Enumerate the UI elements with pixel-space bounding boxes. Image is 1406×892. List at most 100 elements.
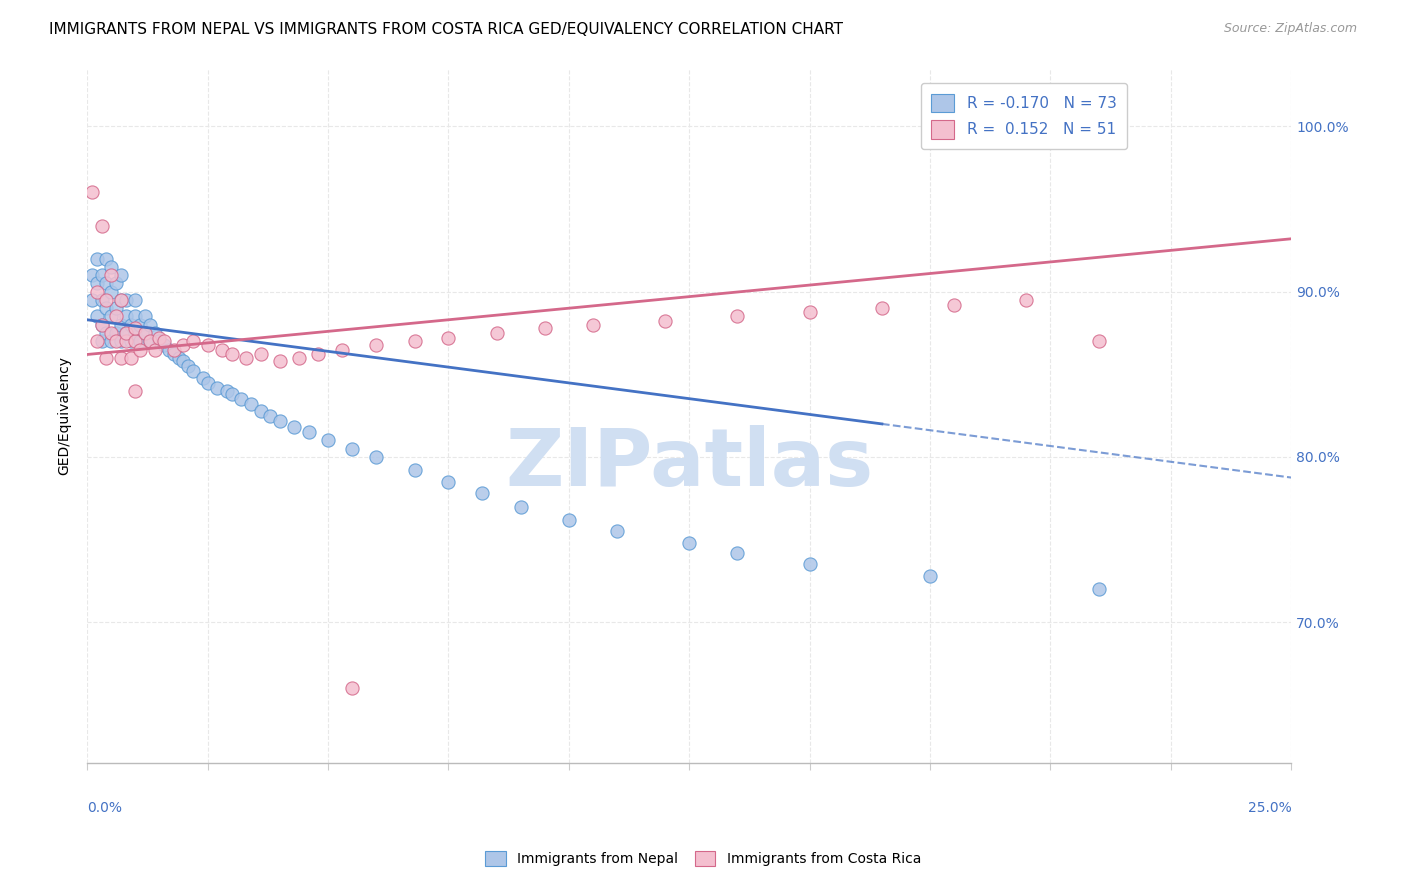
Point: [1087, 334, 1109, 349]
Text: 0.0%: 0.0%: [87, 801, 122, 815]
Point: [288, 351, 311, 365]
Point: [124, 321, 146, 335]
Point: [124, 310, 146, 324]
Point: [654, 314, 676, 328]
Point: [86, 285, 108, 299]
Point: [100, 326, 122, 340]
Point: [943, 298, 966, 312]
Point: [143, 326, 166, 340]
Point: [269, 414, 291, 428]
Legend: R = -0.170   N = 73, R =  0.152   N = 51: R = -0.170 N = 73, R = 0.152 N = 51: [921, 83, 1128, 149]
Point: [120, 318, 142, 332]
Point: [105, 301, 128, 316]
Point: [110, 318, 132, 332]
Point: [485, 326, 508, 340]
Point: [148, 334, 170, 349]
Point: [249, 347, 271, 361]
Point: [90, 334, 112, 349]
Point: [211, 343, 233, 357]
Point: [110, 268, 132, 282]
Point: [471, 486, 494, 500]
Point: [191, 370, 214, 384]
Point: [134, 326, 156, 340]
Point: [110, 293, 132, 307]
Text: 25.0%: 25.0%: [1247, 801, 1291, 815]
Point: [239, 397, 262, 411]
Point: [139, 334, 162, 349]
Point: [1087, 582, 1109, 597]
Point: [283, 420, 305, 434]
Point: [221, 387, 243, 401]
Point: [920, 569, 942, 583]
Text: Source: ZipAtlas.com: Source: ZipAtlas.com: [1223, 22, 1357, 36]
Point: [139, 318, 162, 332]
Point: [259, 409, 281, 423]
Point: [509, 500, 531, 514]
Point: [86, 277, 108, 291]
Point: [139, 334, 162, 349]
Point: [725, 310, 748, 324]
Point: [129, 343, 152, 357]
Point: [316, 434, 339, 448]
Point: [298, 425, 321, 440]
Point: [96, 326, 118, 340]
Point: [404, 463, 426, 477]
Point: [143, 343, 166, 357]
Point: [725, 546, 748, 560]
Point: [80, 268, 103, 282]
Point: [799, 558, 821, 572]
Point: [582, 318, 605, 332]
Point: [134, 310, 156, 324]
Point: [157, 343, 180, 357]
Point: [86, 334, 108, 349]
Point: [110, 351, 132, 365]
Point: [366, 337, 388, 351]
Point: [80, 293, 103, 307]
Point: [90, 318, 112, 332]
Y-axis label: GED/Equivalency: GED/Equivalency: [58, 356, 72, 475]
Point: [366, 450, 388, 464]
Point: [153, 337, 176, 351]
Text: IMMIGRANTS FROM NEPAL VS IMMIGRANTS FROM COSTA RICA GED/EQUIVALENCY CORRELATION : IMMIGRANTS FROM NEPAL VS IMMIGRANTS FROM…: [49, 22, 844, 37]
Point: [148, 331, 170, 345]
Point: [799, 304, 821, 318]
Point: [90, 268, 112, 282]
Point: [114, 326, 136, 340]
Point: [129, 318, 152, 332]
Point: [606, 524, 628, 539]
Point: [231, 392, 253, 406]
Point: [197, 337, 219, 351]
Point: [533, 321, 555, 335]
Point: [86, 252, 108, 266]
Point: [173, 354, 195, 368]
Point: [86, 310, 108, 324]
Point: [437, 331, 460, 345]
Point: [269, 354, 291, 368]
Point: [181, 364, 204, 378]
Point: [678, 536, 700, 550]
Point: [163, 343, 186, 357]
Point: [90, 219, 112, 233]
Point: [114, 293, 136, 307]
Point: [437, 475, 460, 489]
Point: [120, 351, 142, 365]
Point: [105, 277, 128, 291]
Point: [181, 334, 204, 349]
Point: [404, 334, 426, 349]
Point: [96, 351, 118, 365]
Point: [129, 334, 152, 349]
Point: [110, 334, 132, 349]
Point: [96, 293, 118, 307]
Point: [114, 334, 136, 349]
Point: [173, 337, 195, 351]
Text: ZIPatlas: ZIPatlas: [505, 425, 873, 503]
Point: [114, 326, 136, 340]
Point: [124, 384, 146, 398]
Point: [1015, 293, 1038, 307]
Point: [96, 301, 118, 316]
Point: [340, 681, 363, 696]
Legend: Immigrants from Nepal, Immigrants from Costa Rica: Immigrants from Nepal, Immigrants from C…: [479, 846, 927, 871]
Point: [124, 293, 146, 307]
Point: [100, 310, 122, 324]
Point: [870, 301, 893, 316]
